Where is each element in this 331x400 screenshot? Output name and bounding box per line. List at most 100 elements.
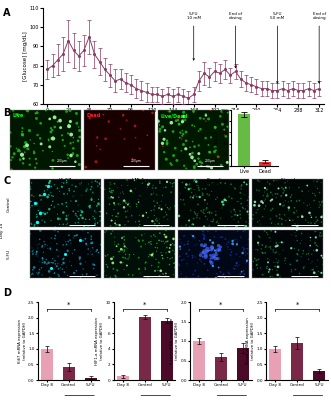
Point [30, 266, 35, 273]
Point [150, 251, 155, 258]
Point [125, 218, 131, 225]
Point [146, 181, 151, 188]
Point [124, 177, 130, 183]
Point [166, 108, 171, 115]
Point [157, 128, 162, 134]
Point [205, 163, 210, 170]
Point [68, 198, 73, 204]
Point [279, 216, 284, 222]
Point [213, 208, 218, 215]
Point [149, 241, 154, 247]
Point [257, 234, 262, 240]
Point [202, 236, 207, 242]
Point [50, 166, 55, 172]
Point [298, 240, 303, 247]
Point [294, 258, 299, 264]
Point [87, 115, 92, 121]
Point [93, 210, 99, 216]
Point [106, 195, 112, 201]
Point [192, 209, 197, 215]
Point [205, 210, 210, 216]
Point [316, 204, 322, 210]
Point [239, 183, 244, 189]
Point [195, 241, 200, 247]
Point [74, 232, 80, 238]
Point [197, 256, 203, 263]
Point [315, 176, 321, 183]
Point [277, 215, 282, 221]
Point [75, 202, 81, 208]
Point [34, 248, 39, 255]
Point [96, 196, 101, 202]
Point [67, 186, 72, 192]
Point [175, 260, 181, 266]
Point [191, 108, 196, 114]
Point [64, 203, 69, 210]
Point [171, 236, 176, 242]
Point [274, 249, 279, 255]
Point [282, 202, 287, 208]
Point [82, 223, 87, 230]
Point [160, 143, 166, 149]
Point [299, 238, 304, 244]
Point [58, 264, 63, 271]
Point [34, 253, 40, 259]
Point [231, 206, 237, 213]
Point [20, 132, 25, 138]
Point [90, 251, 95, 257]
Point [146, 179, 151, 186]
Point [294, 208, 299, 214]
Point [212, 254, 217, 260]
Point [119, 182, 124, 189]
Point [156, 237, 162, 244]
Point [136, 237, 141, 244]
Point [29, 180, 34, 186]
Point [116, 241, 121, 247]
Point [12, 150, 17, 157]
Point [276, 185, 281, 192]
Point [190, 138, 195, 145]
Point [167, 256, 173, 262]
Point [171, 242, 177, 248]
Point [177, 134, 182, 141]
Point [143, 241, 148, 247]
Point [149, 191, 154, 198]
Point [73, 232, 79, 239]
Point [203, 254, 208, 260]
Point [159, 206, 165, 213]
Point [85, 223, 91, 229]
Point [45, 210, 50, 216]
Point [35, 271, 41, 277]
Point [275, 272, 280, 278]
Point [304, 251, 309, 257]
Point [218, 248, 223, 254]
Point [292, 210, 297, 216]
Point [220, 121, 225, 128]
Point [45, 245, 51, 252]
Point [315, 257, 320, 263]
Point [77, 181, 83, 187]
Point [34, 269, 39, 276]
Point [109, 230, 114, 237]
Point [53, 232, 58, 239]
Point [277, 251, 282, 258]
Point [245, 202, 250, 208]
Point [266, 193, 271, 199]
Point [243, 223, 249, 230]
Point [203, 243, 209, 249]
Point [282, 212, 287, 218]
Point [193, 211, 198, 217]
Point [188, 185, 194, 192]
Point [103, 253, 108, 259]
Point [238, 275, 244, 281]
Point [43, 182, 49, 189]
Point [180, 127, 185, 134]
Point [110, 194, 116, 201]
Bar [238, 114, 250, 166]
Point [241, 247, 246, 253]
Point [47, 144, 52, 150]
Point [199, 242, 205, 248]
Point [252, 199, 258, 205]
Point [226, 269, 231, 276]
Text: 200μm: 200μm [57, 159, 68, 163]
